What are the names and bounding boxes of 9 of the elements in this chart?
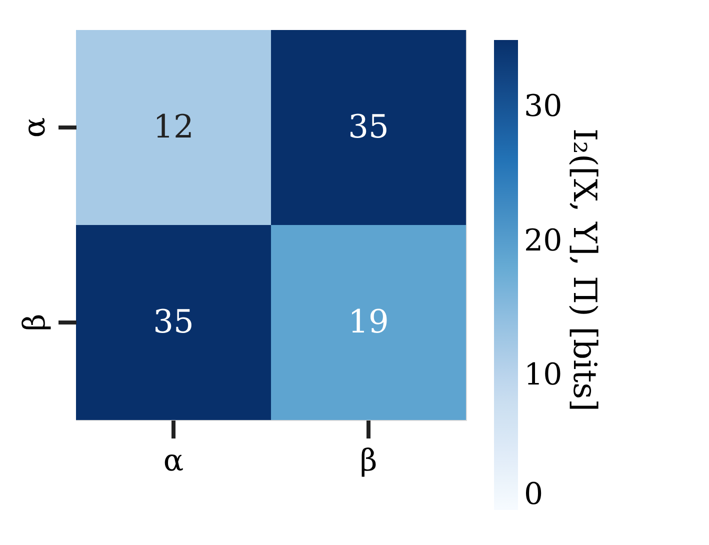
data-label: 12 xyxy=(153,108,194,146)
color-bar-label: 20 xyxy=(524,223,562,258)
data-label: 35 xyxy=(348,108,389,146)
data-label: 19 xyxy=(348,302,389,340)
color-bar-label: 10 xyxy=(524,358,562,393)
color-bar-label: 30 xyxy=(524,89,562,124)
data-label: 35 xyxy=(153,302,194,340)
color-bar-title: I₂([X, Y], Π) [bits] xyxy=(566,128,604,412)
color-bar-label: 0 xyxy=(524,477,544,512)
